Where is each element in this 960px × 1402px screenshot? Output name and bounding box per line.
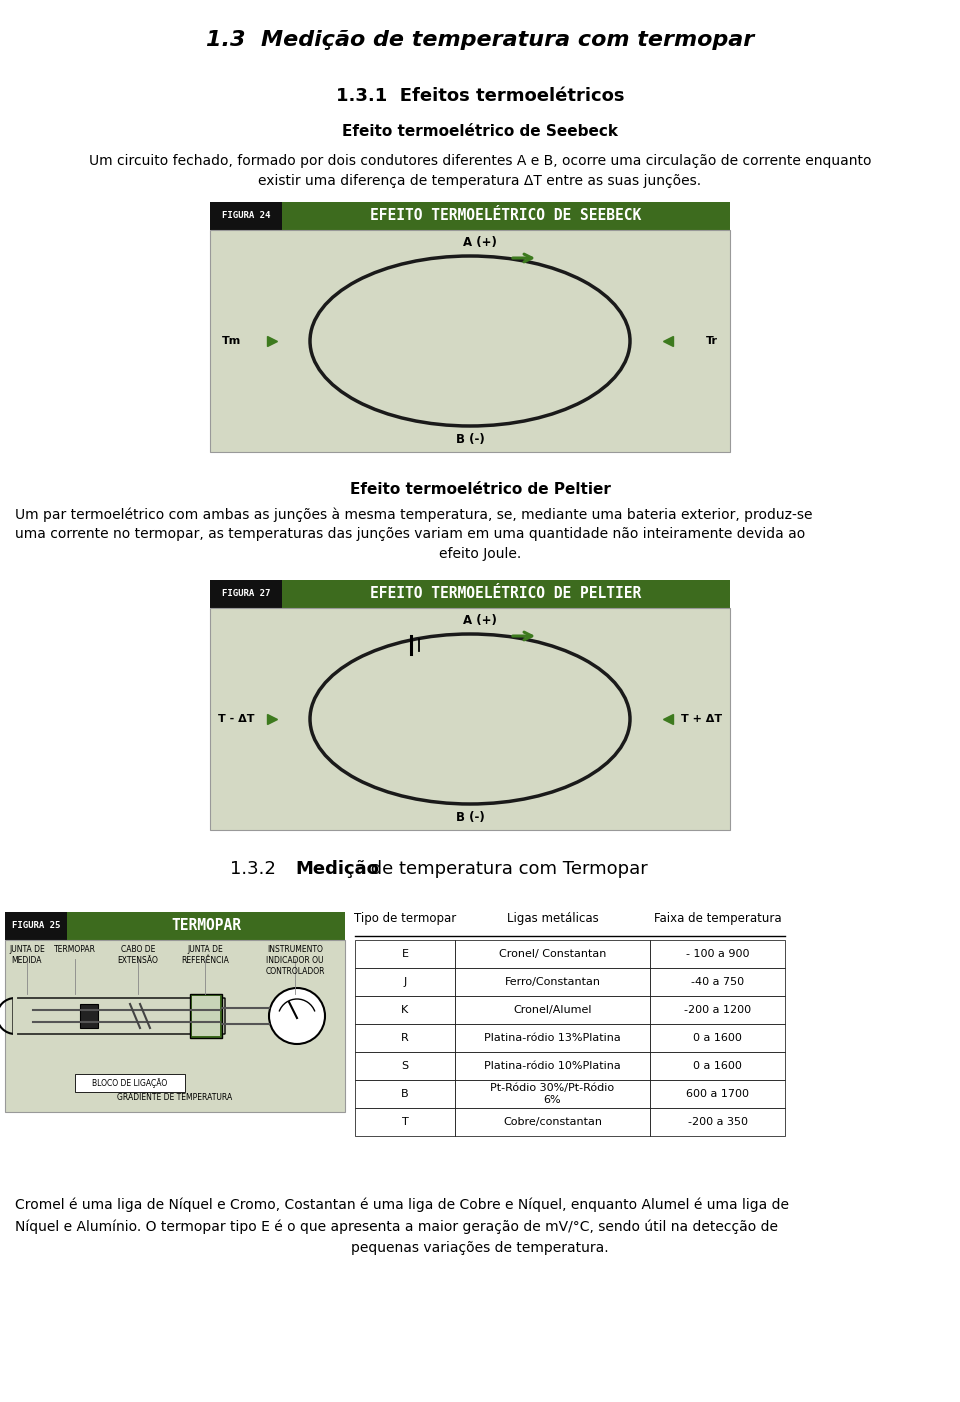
Text: efeito Joule.: efeito Joule. — [439, 547, 521, 561]
Bar — [5, 939, 345, 1112]
Text: T - ΔT: T - ΔT — [218, 714, 254, 723]
Bar — [650, 1052, 785, 1080]
Text: 1.3  Medição de temperatura com termopar: 1.3 Medição de temperatura com termopar — [205, 29, 755, 50]
Text: S: S — [401, 1061, 409, 1071]
Text: FIGURA 25: FIGURA 25 — [12, 921, 60, 931]
Bar — [67, 911, 345, 939]
Text: Níquel e Alumínio. O termopar tipo E é o que apresenta a maior geração de mV/°C,: Níquel e Alumínio. O termopar tipo E é o… — [15, 1218, 778, 1234]
Text: J: J — [403, 977, 407, 987]
Bar — [80, 1004, 98, 1028]
Text: Cobre/constantan: Cobre/constantan — [503, 1117, 602, 1127]
Bar — [192, 995, 220, 1036]
Text: de temperatura com Termopar: de temperatura com Termopar — [365, 859, 648, 878]
Text: T: T — [401, 1117, 408, 1127]
Text: Pt-Ródio 30%/Pt-Ródio
6%: Pt-Ródio 30%/Pt-Ródio 6% — [491, 1084, 614, 1105]
Text: Cronel/Alumel: Cronel/Alumel — [514, 1005, 591, 1015]
Text: Efeito termoelétrico de Seebeck: Efeito termoelétrico de Seebeck — [342, 123, 618, 139]
Text: -200 a 1200: -200 a 1200 — [684, 1005, 751, 1015]
Text: Ferro/Constantan: Ferro/Constantan — [505, 977, 601, 987]
Bar — [650, 995, 785, 1023]
Text: JUNTA DE
MEDIDA: JUNTA DE MEDIDA — [10, 945, 45, 965]
Bar — [650, 1108, 785, 1136]
Text: -200 a 350: -200 a 350 — [687, 1117, 748, 1127]
Text: R: R — [401, 1033, 409, 1043]
Text: INSTRUMENTO
INDICADOR OU
CONTROLADOR: INSTRUMENTO INDICADOR OU CONTROLADOR — [265, 945, 324, 976]
Text: Tm: Tm — [222, 336, 241, 346]
Text: Ligas metálicas: Ligas metálicas — [507, 911, 598, 925]
Bar — [190, 994, 222, 1037]
Bar — [455, 1023, 650, 1052]
Bar — [355, 939, 455, 967]
Bar — [210, 230, 730, 451]
Bar — [210, 608, 730, 830]
Text: CABO DE
EXTENSÃO: CABO DE EXTENSÃO — [117, 945, 158, 965]
Bar — [210, 580, 730, 608]
Text: BLOCO DE LIGAÇÃO: BLOCO DE LIGAÇÃO — [92, 1078, 168, 1088]
Bar — [455, 1108, 650, 1136]
Text: A (+): A (+) — [463, 236, 497, 250]
Text: Medição: Medição — [295, 859, 379, 878]
Text: existir uma diferença de temperatura ΔT entre as suas junções.: existir uma diferença de temperatura ΔT … — [258, 174, 702, 188]
Bar — [355, 1080, 455, 1108]
Bar — [355, 1108, 455, 1136]
Text: TERMOPAR: TERMOPAR — [54, 945, 96, 953]
Text: A (+): A (+) — [463, 614, 497, 627]
Text: T + ΔT: T + ΔT — [681, 714, 722, 723]
Text: 1.3.2: 1.3.2 — [230, 859, 287, 878]
Bar — [210, 202, 730, 230]
Bar — [455, 995, 650, 1023]
Text: B: B — [401, 1089, 409, 1099]
Text: Um par termoelétrico com ambas as junções à mesma temperatura, se, mediante uma : Um par termoelétrico com ambas as junçõe… — [15, 508, 812, 522]
FancyBboxPatch shape — [13, 998, 225, 1035]
Text: FIGURA 24: FIGURA 24 — [222, 212, 270, 220]
Text: 0 a 1600: 0 a 1600 — [693, 1061, 742, 1071]
Text: 1.3.1  Efeitos termoelétricos: 1.3.1 Efeitos termoelétricos — [336, 87, 624, 105]
Bar — [282, 580, 730, 608]
Text: pequenas variações de temperatura.: pequenas variações de temperatura. — [351, 1241, 609, 1255]
Text: Platina-ródio 13%Platina: Platina-ródio 13%Platina — [484, 1033, 621, 1043]
Text: Tipo de termopar: Tipo de termopar — [354, 911, 456, 925]
Bar — [282, 202, 730, 230]
Bar — [650, 1080, 785, 1108]
Text: B (-): B (-) — [456, 433, 485, 446]
Text: EFEITO TERMOELÉTRICO DE SEEBECK: EFEITO TERMOELÉTRICO DE SEEBECK — [371, 209, 641, 223]
Bar — [650, 1023, 785, 1052]
Bar — [455, 1080, 650, 1108]
Bar — [355, 995, 455, 1023]
Text: EFEITO TERMOELÉTRICO DE PELTIER: EFEITO TERMOELÉTRICO DE PELTIER — [371, 586, 641, 601]
Text: TERMOPAR: TERMOPAR — [171, 918, 241, 934]
Bar — [650, 967, 785, 995]
Text: 0 a 1600: 0 a 1600 — [693, 1033, 742, 1043]
Text: GRADIENTE DE TEMPERATURA: GRADIENTE DE TEMPERATURA — [117, 1094, 232, 1102]
Bar — [650, 939, 785, 967]
Text: Efeito termoelétrico de Peltier: Efeito termoelétrico de Peltier — [349, 482, 611, 496]
Text: FIGURA 27: FIGURA 27 — [222, 589, 270, 599]
Bar — [455, 939, 650, 967]
Text: K: K — [401, 1005, 409, 1015]
Text: Platina-ródio 10%Platina: Platina-ródio 10%Platina — [484, 1061, 621, 1071]
Text: Um circuito fechado, formado por dois condutores diferentes A e B, ocorre uma ci: Um circuito fechado, formado por dois co… — [88, 154, 872, 168]
Bar — [355, 1023, 455, 1052]
Bar — [455, 1052, 650, 1080]
Text: Tr: Tr — [706, 336, 718, 346]
Text: Faixa de temperatura: Faixa de temperatura — [654, 911, 781, 925]
Text: - 100 a 900: - 100 a 900 — [685, 949, 749, 959]
Text: JUNTA DE
REFERÊNCIA: JUNTA DE REFERÊNCIA — [181, 945, 228, 965]
Bar — [5, 911, 345, 939]
Text: 600 a 1700: 600 a 1700 — [686, 1089, 749, 1099]
Bar — [455, 967, 650, 995]
Text: uma corrente no termopar, as temperaturas das junções variam em uma quantidade n: uma corrente no termopar, as temperatura… — [15, 527, 805, 541]
Bar — [75, 1074, 185, 1092]
Text: -40 a 750: -40 a 750 — [691, 977, 744, 987]
Bar — [355, 967, 455, 995]
Text: Cromel é uma liga de Níquel e Cromo, Costantan é uma liga de Cobre e Níquel, enq: Cromel é uma liga de Níquel e Cromo, Cos… — [15, 1197, 789, 1211]
Text: E: E — [401, 949, 409, 959]
Circle shape — [269, 988, 325, 1044]
Bar — [355, 1052, 455, 1080]
Text: B (-): B (-) — [456, 810, 485, 824]
Text: Cronel/ Constantan: Cronel/ Constantan — [499, 949, 606, 959]
